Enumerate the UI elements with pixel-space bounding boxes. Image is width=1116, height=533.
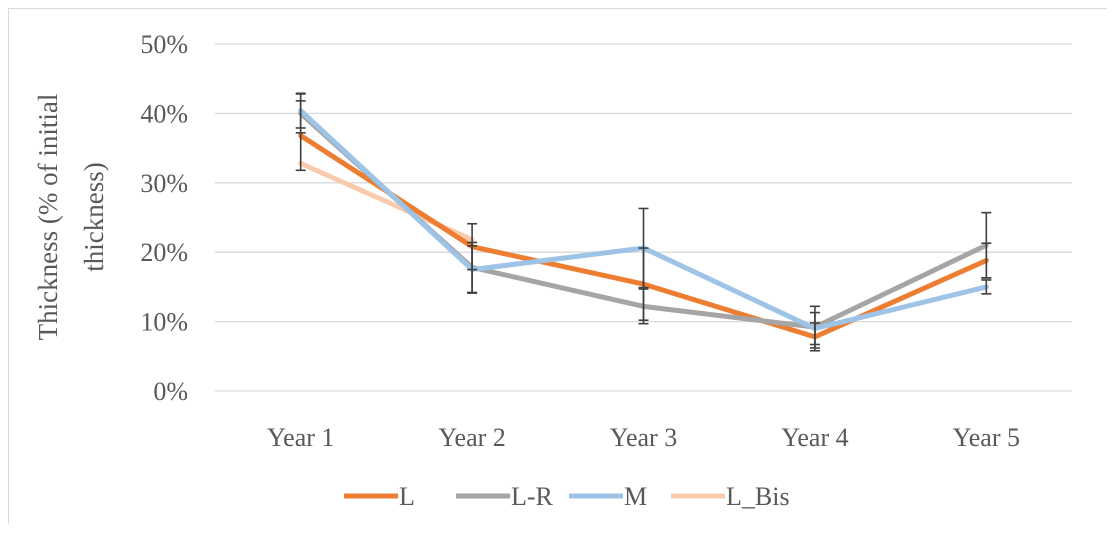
x-tick-label: Year 4 xyxy=(781,423,848,452)
legend-label: L xyxy=(399,482,415,511)
x-axis: Year 1 Year 2 Year 3 Year 4 Year 5 xyxy=(267,423,1020,452)
y-axis-title-line-1: Thickness (% of initial xyxy=(33,94,63,341)
legend-item-m: M xyxy=(569,482,647,511)
y-tick-label: 20% xyxy=(140,238,188,267)
legend-item-l-r: L-R xyxy=(456,482,554,511)
legend: L L-R M L_Bis xyxy=(344,482,790,511)
legend-label: L-R xyxy=(511,482,554,511)
y-tick-label: 40% xyxy=(140,99,188,128)
y-tick-label: 0% xyxy=(153,377,188,406)
error-bar xyxy=(295,92,306,129)
y-tick-label: 30% xyxy=(140,169,188,198)
legend-item-l: L xyxy=(344,482,415,511)
legend-label: M xyxy=(624,482,647,511)
y-tick-label: 10% xyxy=(140,308,188,337)
legend-label: L_Bis xyxy=(726,482,790,511)
error-bar xyxy=(467,245,478,294)
x-tick-label: Year 1 xyxy=(267,423,334,452)
x-tick-label: Year 3 xyxy=(610,423,677,452)
x-tick-label: Year 2 xyxy=(438,423,505,452)
x-tick-label: Year 5 xyxy=(953,423,1020,452)
error-bar xyxy=(638,207,649,289)
y-tick-label: 50% xyxy=(140,30,188,59)
error-bar xyxy=(981,279,992,295)
legend-item-l-bis: L_Bis xyxy=(671,482,790,511)
chart-area xyxy=(8,8,1107,524)
error-bar xyxy=(981,211,992,279)
error-bars xyxy=(295,92,992,352)
y-axis-title-line-2: thickness) xyxy=(79,162,109,271)
y-axis: 0% 10% 20% 30% 40% 50% xyxy=(140,30,188,406)
error-bar xyxy=(809,311,820,346)
y-axis-title: Thickness (% of initial thickness) xyxy=(33,94,109,341)
error-bar xyxy=(638,288,649,325)
